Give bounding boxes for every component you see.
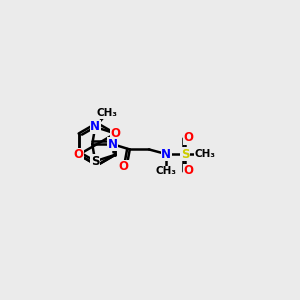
Text: N: N: [107, 138, 117, 151]
Text: O: O: [184, 131, 194, 144]
Text: CH₃: CH₃: [156, 166, 177, 176]
Text: N: N: [90, 121, 100, 134]
Text: S: S: [181, 148, 190, 160]
Text: N: N: [161, 148, 171, 160]
Text: O: O: [119, 160, 129, 173]
Text: O: O: [184, 164, 194, 177]
Text: O: O: [74, 148, 84, 161]
Text: S: S: [91, 155, 99, 168]
Text: O: O: [110, 127, 120, 140]
Text: CH₃: CH₃: [195, 149, 216, 159]
Text: CH₃: CH₃: [96, 108, 117, 118]
